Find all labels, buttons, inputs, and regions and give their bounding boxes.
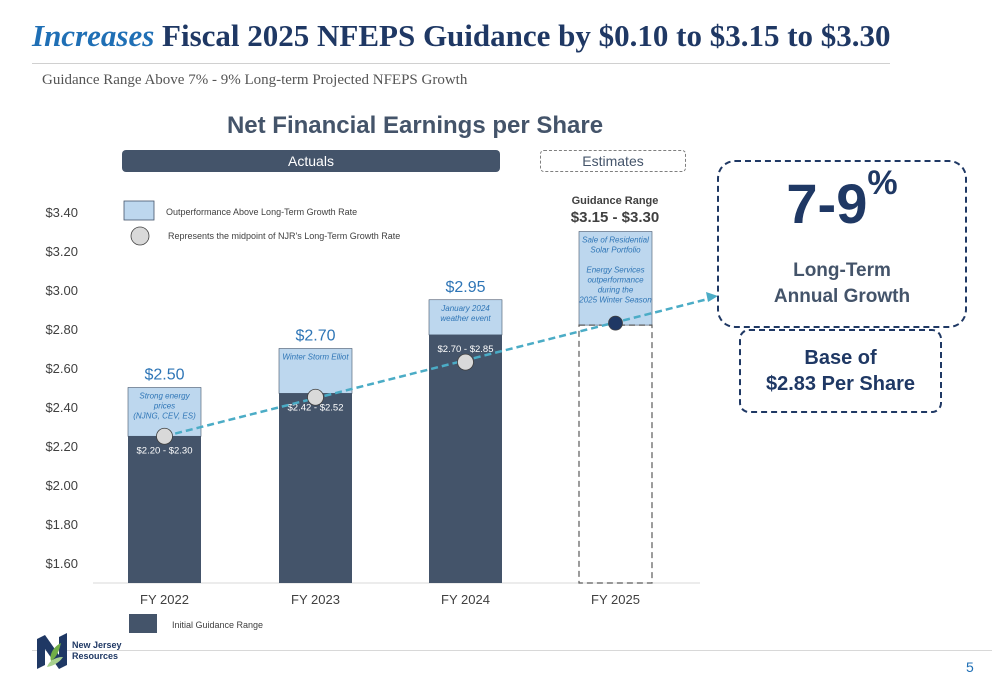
bar-annotation: during the [598,286,634,295]
legend-initial-label: Initial Guidance Range [172,620,263,630]
bar-outperformance [278,348,353,394]
bar-value-label: $2.95 [445,279,485,296]
x-tick-label: FY 2025 [591,592,640,607]
y-tick-label: $2.40 [45,400,78,415]
legend-outperformance-label: Outperformance Above Long-Term Growth Ra… [166,207,357,217]
legend-midpoint-marker [130,226,150,246]
guidance-heading: Guidance Range [572,195,659,207]
bar-initial-guidance [429,334,502,583]
growth-rate: 7-9% [719,166,965,232]
bar-annotation: Energy Services [586,266,644,275]
base-line-1: Base of [804,347,877,369]
bar-annotation: Solar Portfolio [590,246,641,255]
growth-line-2: Annual Growth [773,286,911,307]
y-tick-label: $3.20 [45,244,78,259]
legend-outperformance-swatch [123,200,155,221]
midpoint-marker [307,388,324,406]
y-tick-label: $3.40 [45,205,78,220]
labels-group: FY 2022 $2.50 $2.20 - $2.30 Strong energypr… [133,236,652,608]
bar-annotation: outperformance [587,276,644,285]
trend-arrowhead [706,292,718,302]
bar-value-label: $2.70 [295,328,335,345]
bar-estimate-outline [578,324,653,584]
bar-annotation: Winter Storm Elliot [282,353,349,362]
footer-divider [32,650,992,651]
y-axis: $1.60 $1.80 $2.00 $2.20 $2.40 $2.60 $2.80 $3.00… [45,205,700,584]
y-tick-label: $3.00 [45,283,78,298]
base-callout: Base of $2.83 Per Share [739,329,942,413]
bar-initial-guidance [128,436,201,583]
page-subtitle: Guidance Range Above 7% - 9% Long-term P… [42,72,468,88]
growth-rate-value: 7-9 [786,172,868,235]
initial-range-label: $2.70 - $2.85 [438,344,494,355]
page-title: Increases Fiscal 2025 NFEPS Guidance by … [32,18,891,54]
y-tick-label: $2.80 [45,322,78,337]
estimates-label: Estimates [582,153,644,169]
chart-title: Net Financial Earnings per Share [226,112,604,139]
initial-range-label: $2.42 - $2.52 [288,402,344,413]
y-tick-label: $1.60 [45,556,78,571]
midpoint-marker [457,353,474,371]
bar-annotation: weather event [440,314,491,323]
bar-annotation: Strong energy [139,392,190,401]
bar-value-label: $2.50 [144,367,184,384]
x-tick-label: FY 2022 [140,592,189,607]
title-text: Fiscal 2025 NFEPS Guidance by $0.10 to $… [154,18,891,53]
growth-callout: 7-9% Long-Term Annual Growth [717,160,967,328]
initial-range-label: $2.20 - $2.30 [137,445,193,456]
bar-initial-guidance [279,393,352,583]
bar-annotation: (NJNG, CEV, ES) [133,412,196,421]
bar-annotation: prices [153,402,175,411]
y-tick-label: $1.80 [45,517,78,532]
bar-annotation: 2025 Winter Season [578,296,652,305]
bars-group [127,231,653,584]
y-tick-label: $2.00 [45,478,78,493]
title-divider [32,63,890,64]
bar-annotation: Sale of Residential [582,236,649,245]
x-tick-label: FY 2023 [291,592,340,607]
midpoint-marker [608,315,623,331]
legend-midpoint-label: Represents the midpoint of NJR's Long-Te… [168,231,400,241]
growth-description: Long-Term Annual Growth [719,258,965,310]
y-tick-label: $2.60 [45,361,78,376]
trend-line [164,296,713,438]
bar-outperformance-estimate [578,231,653,326]
estimates-header: Estimates [540,150,686,172]
growth-rate-percent: % [867,164,898,202]
guidance-range: $3.15 - $3.30 [571,209,659,226]
njr-logo-icon [37,633,67,669]
page-number: 5 [966,659,974,675]
bar-outperformance [428,299,503,336]
actuals-header: Actuals [122,150,500,172]
trend-group [156,292,718,445]
legend-initial-swatch [129,614,157,633]
actuals-label: Actuals [288,153,334,169]
base-line-2: $2.83 Per Share [766,373,915,395]
x-tick-label: FY 2024 [441,592,490,607]
y-tick-label: $2.20 [45,439,78,454]
midpoint-marker [156,427,173,445]
logo-text: New Jersey Resources [72,640,122,661]
title-emphasis: Increases [32,18,155,53]
bar-annotation: January 2024 [440,304,490,313]
growth-line-1: Long-Term [793,260,891,281]
